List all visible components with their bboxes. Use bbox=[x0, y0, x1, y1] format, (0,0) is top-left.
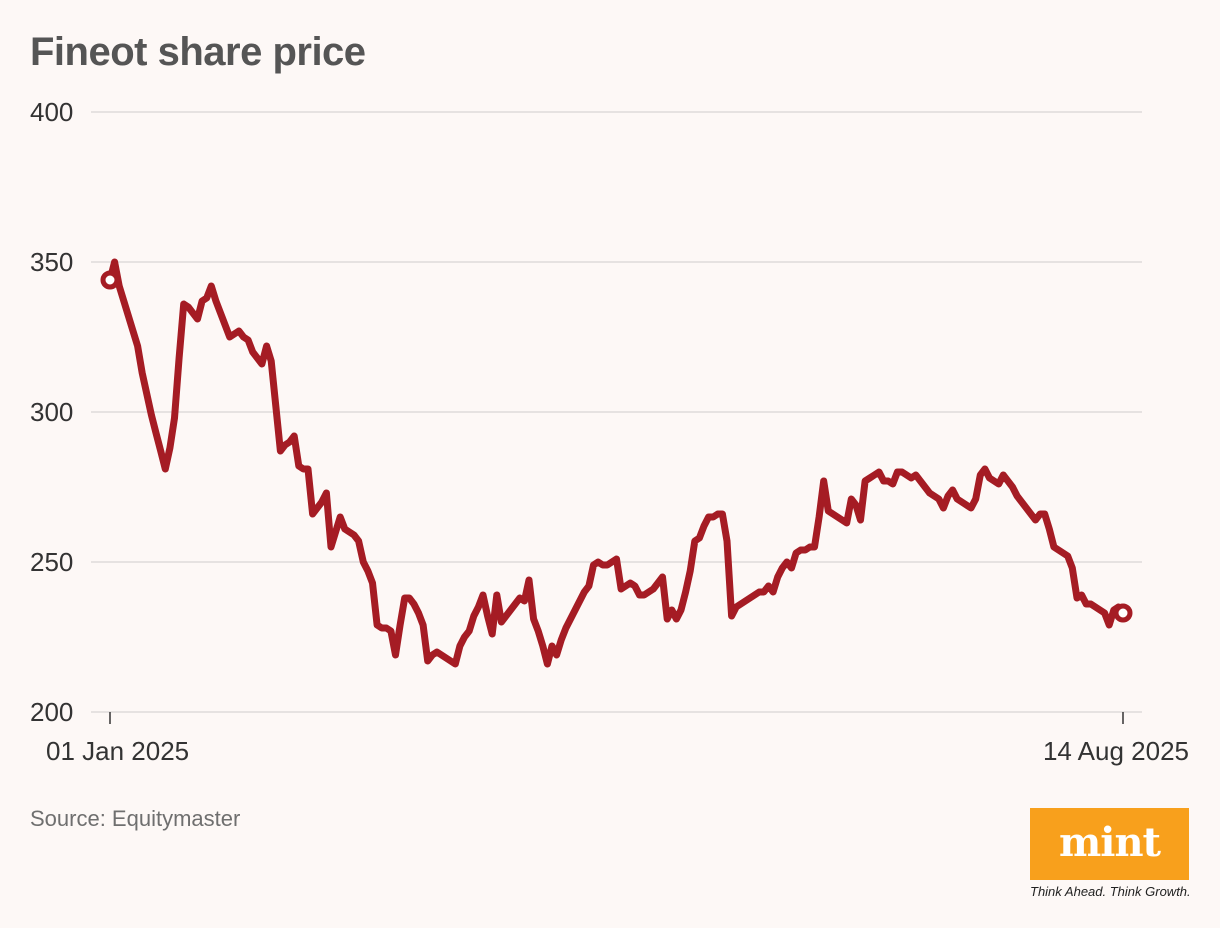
y-tick-label-250: 250 bbox=[30, 547, 73, 577]
y-axis-tick-labels: 200 250 300 350 400 bbox=[30, 97, 73, 727]
y-tick-label-400: 400 bbox=[30, 97, 73, 127]
y-tick-label-300: 300 bbox=[30, 397, 73, 427]
endpoint-markers bbox=[100, 270, 1133, 623]
y-tick-label-200: 200 bbox=[30, 697, 73, 727]
chart-title: Fineot share price bbox=[30, 30, 366, 74]
marker-end bbox=[1113, 603, 1133, 623]
x-tick-label-start: 01 Jan 2025 bbox=[46, 736, 189, 766]
source-note: Source: Equitymaster bbox=[30, 806, 241, 831]
x-tick-label-end: 14 Aug 2025 bbox=[1043, 736, 1189, 766]
logo-wordmark: mint bbox=[1058, 818, 1161, 866]
mint-logo: mint bbox=[1030, 808, 1189, 880]
gridlines bbox=[91, 111, 1142, 713]
x-axis: 01 Jan 2025 14 Aug 2025 bbox=[46, 712, 1189, 766]
y-tick-label-350: 350 bbox=[30, 247, 73, 277]
line-chart: 200 250 300 350 400 01 Jan 2025 14 Aug 2025 bbox=[30, 97, 1189, 766]
series-line-fineot bbox=[106, 258, 1127, 668]
marker-start bbox=[100, 270, 120, 290]
logo-tagline: Think Ahead. Think Growth. bbox=[1030, 884, 1191, 899]
